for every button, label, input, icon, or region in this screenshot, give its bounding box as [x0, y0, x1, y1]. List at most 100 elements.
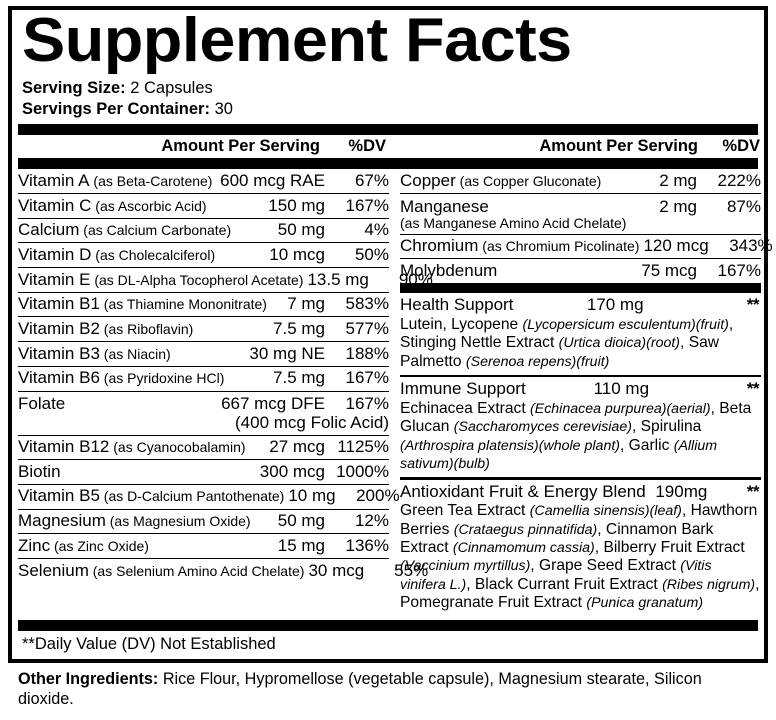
nutrient-source: (as Riboflavin) — [99, 320, 194, 337]
blend-divider-rule — [400, 477, 761, 480]
nutrient-dv: 167% — [345, 368, 389, 388]
table-row: Vitamin B6 (as Pyridoxine HCl) 7.5 mg 167% — [18, 367, 389, 392]
title-container: Supplement Facts — [12, 10, 764, 72]
blend-name: Antioxidant Fruit & Energy Blend — [400, 481, 646, 501]
nutrient-dv: 188% — [345, 343, 389, 363]
nutrient-amount: 15 mg — [277, 535, 325, 555]
label-panel: Supplement Facts Serving Size: 2 Capsule… — [8, 6, 773, 664]
footnote-top-rule — [18, 619, 758, 631]
nutrient-name: Molybdenum — [400, 260, 498, 280]
right-nutrient-column: Copper (as Copper Gluconate) 2 mg 222% Mang… — [397, 169, 773, 617]
nutrient-continuation: (400 mcg Folic Acid) — [235, 413, 389, 433]
nutrient-source: (as Magnesium Oxide) — [105, 513, 251, 530]
table-row: Vitamin A (as Beta-Carotene) 600 mcg RAE 6… — [18, 169, 389, 194]
nutrient-dv: 1125% — [337, 437, 389, 457]
blend-ingredients: Echinacea Extract (Echinacea purpurea)(a… — [400, 399, 752, 472]
table-row: Selenium (as Selenium Amino Acid Chelate… — [18, 559, 428, 583]
nutrient-name: Chromium (as Chromium Picolinate) — [400, 236, 640, 256]
nutrient-source: (as Zinc Oxide) — [50, 537, 149, 554]
nutrient-source: (as Thiamine Mononitrate) — [99, 296, 267, 313]
nutrient-amount: 7.5 mg — [273, 318, 325, 338]
blend-dv: ** — [746, 481, 760, 501]
nutrient-name: Vitamin B3 (as Niacin) — [18, 343, 171, 363]
table-row: Molybdenum 75 mcg 167% — [400, 259, 761, 283]
nutrient-name: Vitamin B1 (as Thiamine Mononitrate) — [18, 294, 267, 314]
nutrient-name: Vitamin E (as DL-Alpha Tocopherol Acetat… — [18, 269, 304, 289]
nutrient-source: (as Pyridoxine HCl) — [99, 370, 225, 387]
nutrient-name: Vitamin A (as Beta-Carotene) — [18, 170, 213, 190]
nutrient-amount: 27 mcg — [269, 437, 325, 457]
nutrient-dv: 136% — [345, 535, 389, 555]
nutrient-amount: 7 mg — [287, 294, 325, 314]
nutrient-dv: 55% — [394, 560, 429, 580]
nutrient-source: (as Calcium Carbonate) — [79, 222, 232, 239]
nutrient-dv: 67% — [354, 170, 389, 190]
nutrient-source: (as Beta-Carotene) — [89, 172, 213, 189]
servings-per-container-value: 30 — [214, 99, 233, 118]
table-row: Vitamin E (as DL-Alpha Tocopherol Acetat… — [18, 268, 433, 293]
nutrient-name: Vitamin B2 (as Riboflavin) — [18, 318, 194, 338]
table-row: Vitamin B1 (as Thiamine Mononitrate) 7 mg… — [18, 293, 389, 318]
table-row: Vitamin B5 (as D-Calcium Pantothenate) 10… — [18, 485, 400, 510]
servings-per-container-label: Servings Per Container: — [22, 99, 210, 118]
nutrient-dv: 167% — [345, 195, 389, 215]
nutrient-amount: 30 mg NE — [249, 343, 325, 363]
serving-info: Serving Size: 2 Capsules Servings Per Co… — [12, 72, 764, 125]
nutrient-name: Vitamin B6 (as Pyridoxine HCl) — [18, 368, 225, 388]
table-row: Chromium (as Chromium Picolinate) 120 mcg… — [400, 235, 773, 260]
header-bottom-rule — [18, 158, 758, 170]
other-ingredients-label: Other Ingredients: — [18, 670, 159, 689]
other-ingredients-value: Rice Flour, Hypromellose (vegetable caps… — [18, 670, 702, 708]
nutrient-source: (as Niacin) — [99, 345, 171, 362]
blend-section-rule — [400, 283, 761, 294]
nutrient-dv: 343% — [729, 236, 773, 256]
nutrient-amount: 75 mcg — [641, 260, 697, 280]
right-column-header: Amount Per Serving %DV — [392, 137, 764, 156]
table-row: Copper (as Copper Gluconate) 2 mg 222% — [400, 169, 761, 194]
blend-dv: ** — [746, 379, 760, 399]
blend-name: Health Support — [400, 295, 514, 315]
nutrient-source: (as Cholecalciferol) — [91, 246, 216, 263]
nutrient-dv: 12% — [354, 511, 389, 531]
nutrient-dv: 222% — [717, 170, 761, 190]
nutrient-amount: 10 mcg — [269, 244, 325, 264]
nutrient-source: (as Ascorbic Acid) — [91, 197, 207, 214]
table-row: Calcium (as Calcium Carbonate) 50 mg 4% — [18, 219, 389, 244]
nutrient-dv: 1000% — [336, 461, 389, 481]
nutrient-name: Vitamin B12 (as Cyanocobalamin) — [18, 437, 246, 457]
table-row: Magnesium (as Magnesium Oxide) 50 mg 12% — [18, 510, 389, 535]
blend-name: Immune Support — [400, 379, 526, 399]
blend-ingredients: Green Tea Extract (Camellia sinensis)(le… — [400, 502, 760, 612]
blend-divider-rule — [400, 374, 761, 378]
blend-amount: 110 mg — [593, 379, 650, 399]
serving-size-value: 2 Capsules — [130, 78, 213, 97]
blend-row: Antioxidant Fruit & Energy Blend 190mg ** G… — [400, 480, 761, 617]
table-row: Vitamin B12 (as Cyanocobalamin) 27 mcg 112… — [18, 436, 389, 461]
right-pct-dv-header: %DV — [722, 137, 760, 156]
nutrient-dv: 50% — [354, 244, 389, 264]
nutrient-name: Selenium (as Selenium Amino Acid Chelate… — [18, 560, 305, 580]
nutrient-amount: 120 mcg — [643, 236, 709, 256]
nutrient-name: Folate — [18, 394, 66, 413]
blend-row: Immune Support 110 mg ** Echinacea Extract … — [400, 377, 761, 477]
nutrient-name: Calcium (as Calcium Carbonate) — [18, 220, 232, 240]
serving-size-label: Serving Size: — [22, 78, 126, 97]
table-row: Vitamin C (as Ascorbic Acid) 150 mg 167% — [18, 194, 389, 219]
blend-amount: 190mg — [655, 481, 708, 501]
nutrient-dv: 577% — [345, 318, 389, 338]
nutrient-amount: 600 mcg RAE — [220, 170, 325, 190]
blend-amount: 170 mg — [586, 295, 644, 315]
right-amount-per-serving-header: Amount Per Serving — [539, 137, 698, 156]
nutrient-amount: 150 mg — [268, 195, 325, 215]
table-row: Vitamin B2 (as Riboflavin) 7.5 mg 577% — [18, 317, 389, 343]
nutrient-name: Biotin — [18, 461, 61, 481]
footnote-text: **Daily Value (DV) Not Established — [22, 634, 276, 653]
nutrient-name: Vitamin D (as Cholecalciferol) — [18, 244, 216, 264]
nutrient-dv: 583% — [345, 294, 389, 314]
header-top-rule — [18, 124, 758, 136]
blend-dv: ** — [746, 295, 760, 315]
nutrient-dv: 167% — [345, 394, 389, 413]
nutrient-name: Copper (as Copper Gluconate) — [400, 170, 602, 190]
nutrient-name: Zinc (as Zinc Oxide) — [18, 535, 149, 555]
left-nutrient-column: Vitamin A (as Beta-Carotene) 600 mcg RAE 6… — [18, 169, 433, 616]
